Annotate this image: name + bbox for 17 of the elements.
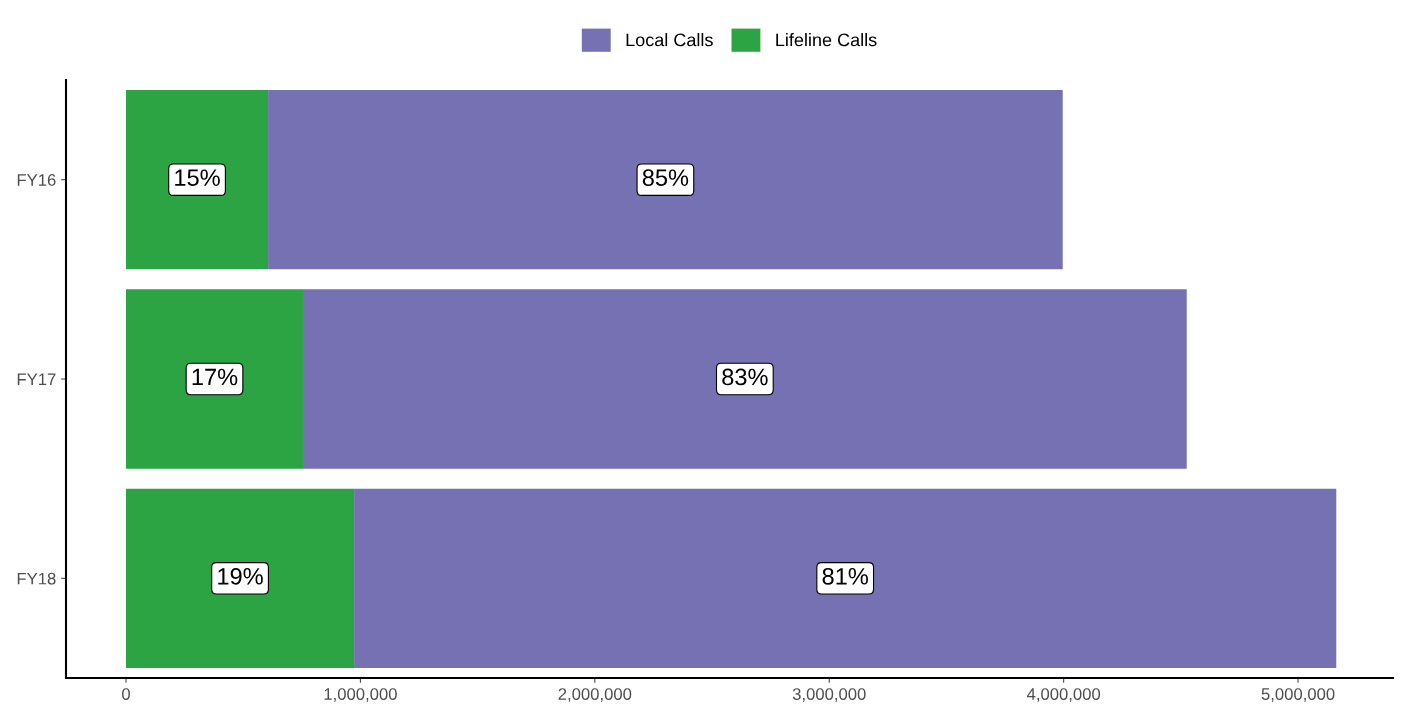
x-tick-label: 1,000,000 bbox=[324, 688, 397, 702]
x-tick-label: 2,000,000 bbox=[558, 688, 632, 702]
y-tick-label: FY18 bbox=[17, 572, 56, 585]
annotation: 85% bbox=[642, 169, 689, 186]
x-tick-label: 4,000,000 bbox=[1026, 688, 1101, 702]
annotation: 83% bbox=[722, 368, 768, 386]
y-tick-label: FY16 bbox=[17, 174, 56, 186]
legend-label: Lifeline Calls bbox=[776, 33, 877, 47]
legend-label: Local Calls bbox=[626, 33, 713, 47]
annotation: 81% bbox=[822, 567, 868, 585]
annotation: 17% bbox=[192, 368, 238, 386]
annotation: 15% bbox=[175, 169, 220, 186]
y-tick-label: FY17 bbox=[17, 373, 56, 386]
x-tick-label: 5,000,000 bbox=[1261, 688, 1335, 702]
annotation: 19% bbox=[218, 567, 263, 585]
x-tick-label: 3,000,000 bbox=[792, 688, 866, 702]
x-tick-label: 0 bbox=[122, 688, 130, 700]
